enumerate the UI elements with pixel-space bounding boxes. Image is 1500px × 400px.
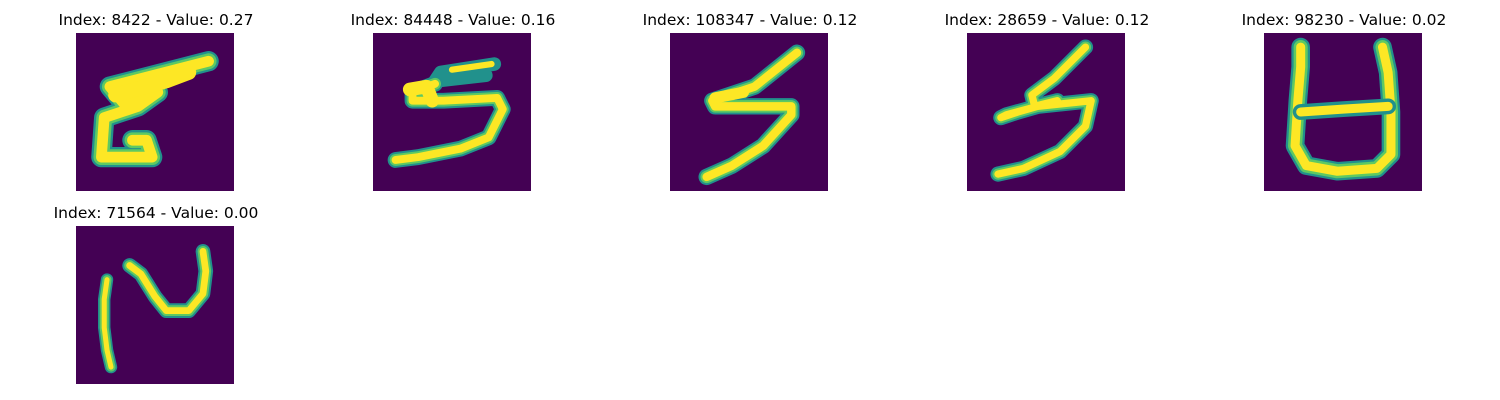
digit-glyph [76, 33, 234, 191]
image-panel: Index: 84448 - Value: 0.16 [333, 10, 573, 196]
digit-glyph [373, 33, 531, 191]
panel-title: Index: 71564 - Value: 0.00 [53, 204, 259, 222]
image-panel: Index: 28659 - Value: 0.12 [927, 10, 1167, 196]
digit-image [373, 33, 531, 191]
panel-title: Index: 28659 - Value: 0.12 [944, 11, 1150, 29]
digit-glyph [670, 33, 828, 191]
digit-strokes [698, 44, 806, 186]
image-panel: Index: 108347 - Value: 0.12 [630, 10, 870, 196]
digit-strokes [387, 57, 511, 168]
digit-image [967, 33, 1125, 191]
digit-image [76, 226, 234, 384]
digit-image [1264, 33, 1422, 191]
digit-strokes [1285, 37, 1401, 181]
digit-strokes [98, 244, 214, 374]
digit-glyph [76, 226, 234, 384]
image-panel: Index: 8422 - Value: 0.27 [36, 10, 276, 196]
panel-title: Index: 84448 - Value: 0.16 [350, 11, 556, 29]
digit-image [670, 33, 828, 191]
image-panel: Index: 71564 - Value: 0.00 [36, 203, 276, 389]
panel-title: Index: 8422 - Value: 0.27 [58, 11, 254, 29]
digit-glyph [1264, 33, 1422, 191]
digit-strokes [91, 51, 219, 168]
digit-strokes [990, 39, 1099, 182]
panel-title: Index: 98230 - Value: 0.02 [1241, 11, 1447, 29]
image-panel: Index: 98230 - Value: 0.02 [1224, 10, 1464, 196]
digit-glyph [967, 33, 1125, 191]
panel-title: Index: 108347 - Value: 0.12 [642, 11, 858, 29]
digit-image [76, 33, 234, 191]
